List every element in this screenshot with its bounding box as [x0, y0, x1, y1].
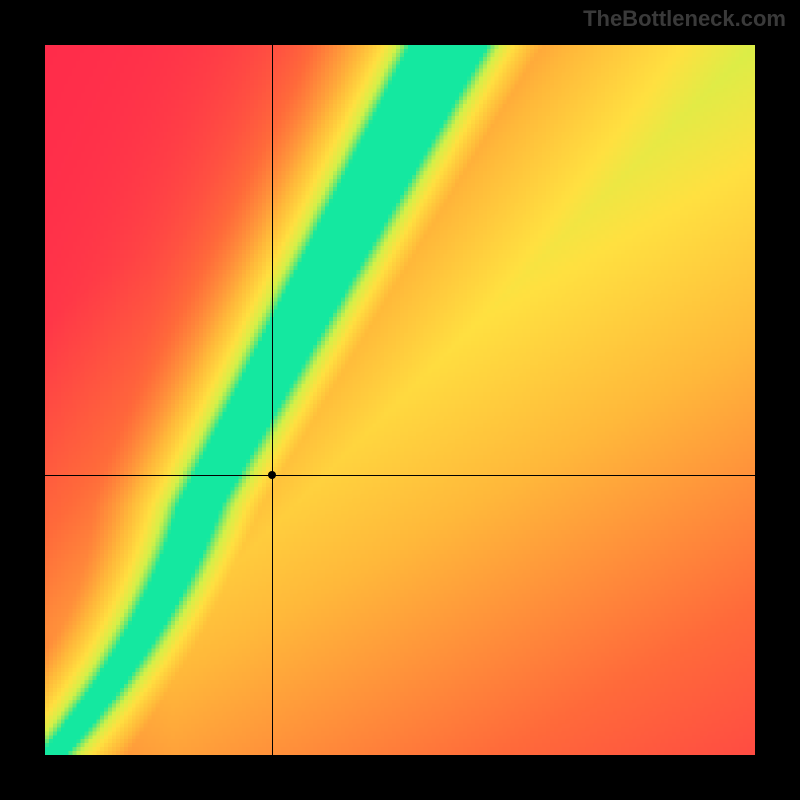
crosshair-dot: [268, 471, 276, 479]
crosshair-vertical: [272, 45, 273, 755]
plot-area: [45, 45, 755, 755]
chart-container: TheBottleneck.com: [0, 0, 800, 800]
watermark-label: TheBottleneck.com: [583, 6, 786, 32]
heatmap-canvas: [45, 45, 755, 755]
crosshair-horizontal: [45, 475, 755, 476]
